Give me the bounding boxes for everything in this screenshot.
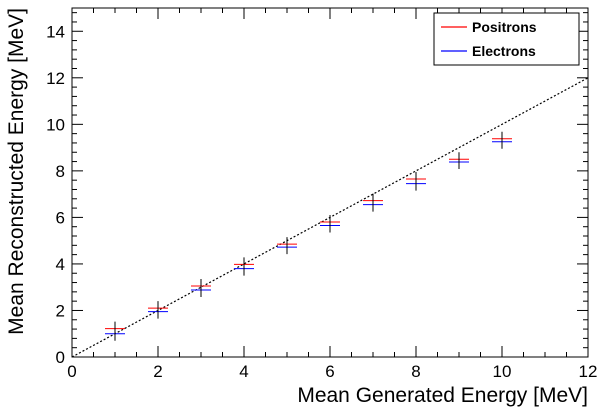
y-tick-label: 8 (56, 162, 65, 181)
x-axis-title: Mean Generated Energy [MeV] (297, 384, 588, 407)
y-tick-label: 0 (56, 348, 65, 367)
legend-box (433, 12, 580, 66)
legend-label-electrons: Electrons (472, 43, 536, 59)
y-tick-label: 4 (56, 255, 65, 274)
x-tick-label: 2 (153, 362, 162, 381)
y-tick-label: 10 (46, 115, 65, 134)
legend: Positrons Electrons (433, 12, 580, 66)
axes-layer: 0 2 4 6 8 10 12 0 2 4 6 8 10 12 14 (46, 8, 597, 381)
points-layer (105, 131, 512, 341)
x-tick-label: 8 (411, 362, 420, 381)
legend-label-positrons: Positrons (472, 19, 537, 35)
y-axis-title: Mean Reconstructed Energy [MeV] (5, 8, 28, 335)
y-tick-label: 2 (56, 301, 65, 320)
y-tick-label: 6 (56, 208, 65, 227)
x-tick-label: 6 (325, 362, 334, 381)
series-electrons (105, 134, 512, 341)
y-tick-label: 12 (46, 69, 65, 88)
x-tick-label: 0 (67, 362, 76, 381)
y-tick-label: 14 (46, 22, 65, 41)
x-tick-label: 4 (239, 362, 248, 381)
x-tick-label: 10 (493, 362, 512, 381)
x-tick-label: 12 (579, 362, 598, 381)
